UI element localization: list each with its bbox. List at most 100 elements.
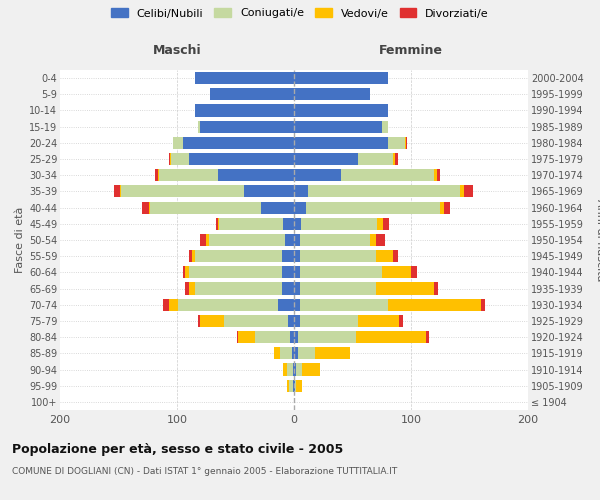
Bar — [440, 202, 444, 213]
Bar — [294, 120, 382, 132]
Bar — [188, 153, 294, 165]
Bar — [194, 72, 294, 84]
Bar — [183, 266, 185, 278]
Bar — [283, 250, 294, 262]
Bar — [437, 169, 440, 181]
Bar — [185, 282, 188, 294]
Bar — [294, 282, 300, 294]
Bar — [358, 315, 400, 327]
Bar — [294, 218, 301, 230]
Bar — [142, 202, 149, 213]
Bar — [300, 250, 376, 262]
Bar — [294, 72, 388, 84]
Bar — [189, 250, 192, 262]
Bar — [300, 234, 370, 246]
Bar — [388, 137, 405, 149]
Bar — [290, 331, 294, 343]
Bar — [382, 266, 411, 278]
Bar — [169, 298, 178, 311]
Text: Maschi: Maschi — [152, 44, 202, 57]
Bar — [298, 331, 356, 343]
Bar — [283, 218, 294, 230]
Bar — [185, 266, 188, 278]
Bar — [294, 298, 300, 311]
Bar — [283, 266, 294, 278]
Bar — [215, 218, 218, 230]
Bar — [306, 202, 440, 213]
Bar — [383, 218, 389, 230]
Bar — [160, 169, 218, 181]
Bar — [194, 250, 283, 262]
Bar — [198, 315, 200, 327]
Bar — [405, 137, 406, 149]
Bar — [300, 298, 388, 311]
Bar — [287, 380, 289, 392]
Bar — [119, 186, 121, 198]
Bar — [293, 364, 294, 376]
Bar — [189, 282, 194, 294]
Bar — [294, 234, 300, 246]
Bar — [280, 348, 292, 360]
Bar — [149, 202, 150, 213]
Bar — [296, 364, 302, 376]
Bar — [209, 234, 284, 246]
Bar — [294, 169, 341, 181]
Bar — [394, 153, 395, 165]
Bar — [444, 202, 449, 213]
Bar — [294, 348, 298, 360]
Bar — [296, 380, 302, 392]
Bar — [434, 169, 437, 181]
Bar — [194, 282, 283, 294]
Bar — [301, 218, 377, 230]
Bar — [283, 282, 294, 294]
Bar — [171, 153, 188, 165]
Bar — [283, 364, 287, 376]
Bar — [294, 202, 306, 213]
Bar — [284, 234, 294, 246]
Bar — [192, 250, 194, 262]
Bar — [300, 266, 382, 278]
Bar — [406, 137, 407, 149]
Bar — [294, 380, 295, 392]
Bar — [302, 364, 320, 376]
Bar — [121, 186, 244, 198]
Text: Femmine: Femmine — [379, 44, 443, 57]
Bar — [200, 120, 294, 132]
Bar — [370, 234, 376, 246]
Bar — [198, 120, 200, 132]
Bar — [173, 137, 183, 149]
Bar — [294, 153, 358, 165]
Bar — [274, 348, 280, 360]
Bar — [460, 186, 464, 198]
Y-axis label: Fasce di età: Fasce di età — [14, 207, 25, 273]
Bar — [294, 104, 388, 117]
Y-axis label: Anni di nascita: Anni di nascita — [595, 198, 600, 281]
Bar — [315, 348, 350, 360]
Bar — [411, 266, 417, 278]
Bar — [218, 169, 294, 181]
Bar — [388, 298, 481, 311]
Bar — [224, 315, 288, 327]
Bar — [150, 202, 261, 213]
Bar — [238, 331, 256, 343]
Bar — [278, 298, 294, 311]
Bar — [434, 282, 438, 294]
Bar — [298, 348, 315, 360]
Bar — [294, 186, 308, 198]
Bar — [356, 331, 426, 343]
Bar — [288, 315, 294, 327]
Bar — [200, 315, 224, 327]
Bar — [341, 169, 434, 181]
Bar — [236, 331, 238, 343]
Bar — [394, 250, 398, 262]
Bar — [481, 298, 485, 311]
Bar — [376, 282, 434, 294]
Bar — [244, 186, 294, 198]
Bar — [178, 298, 278, 311]
Bar — [219, 218, 283, 230]
Bar — [395, 153, 398, 165]
Bar — [206, 234, 209, 246]
Bar — [200, 234, 206, 246]
Bar — [218, 218, 219, 230]
Bar — [295, 380, 296, 392]
